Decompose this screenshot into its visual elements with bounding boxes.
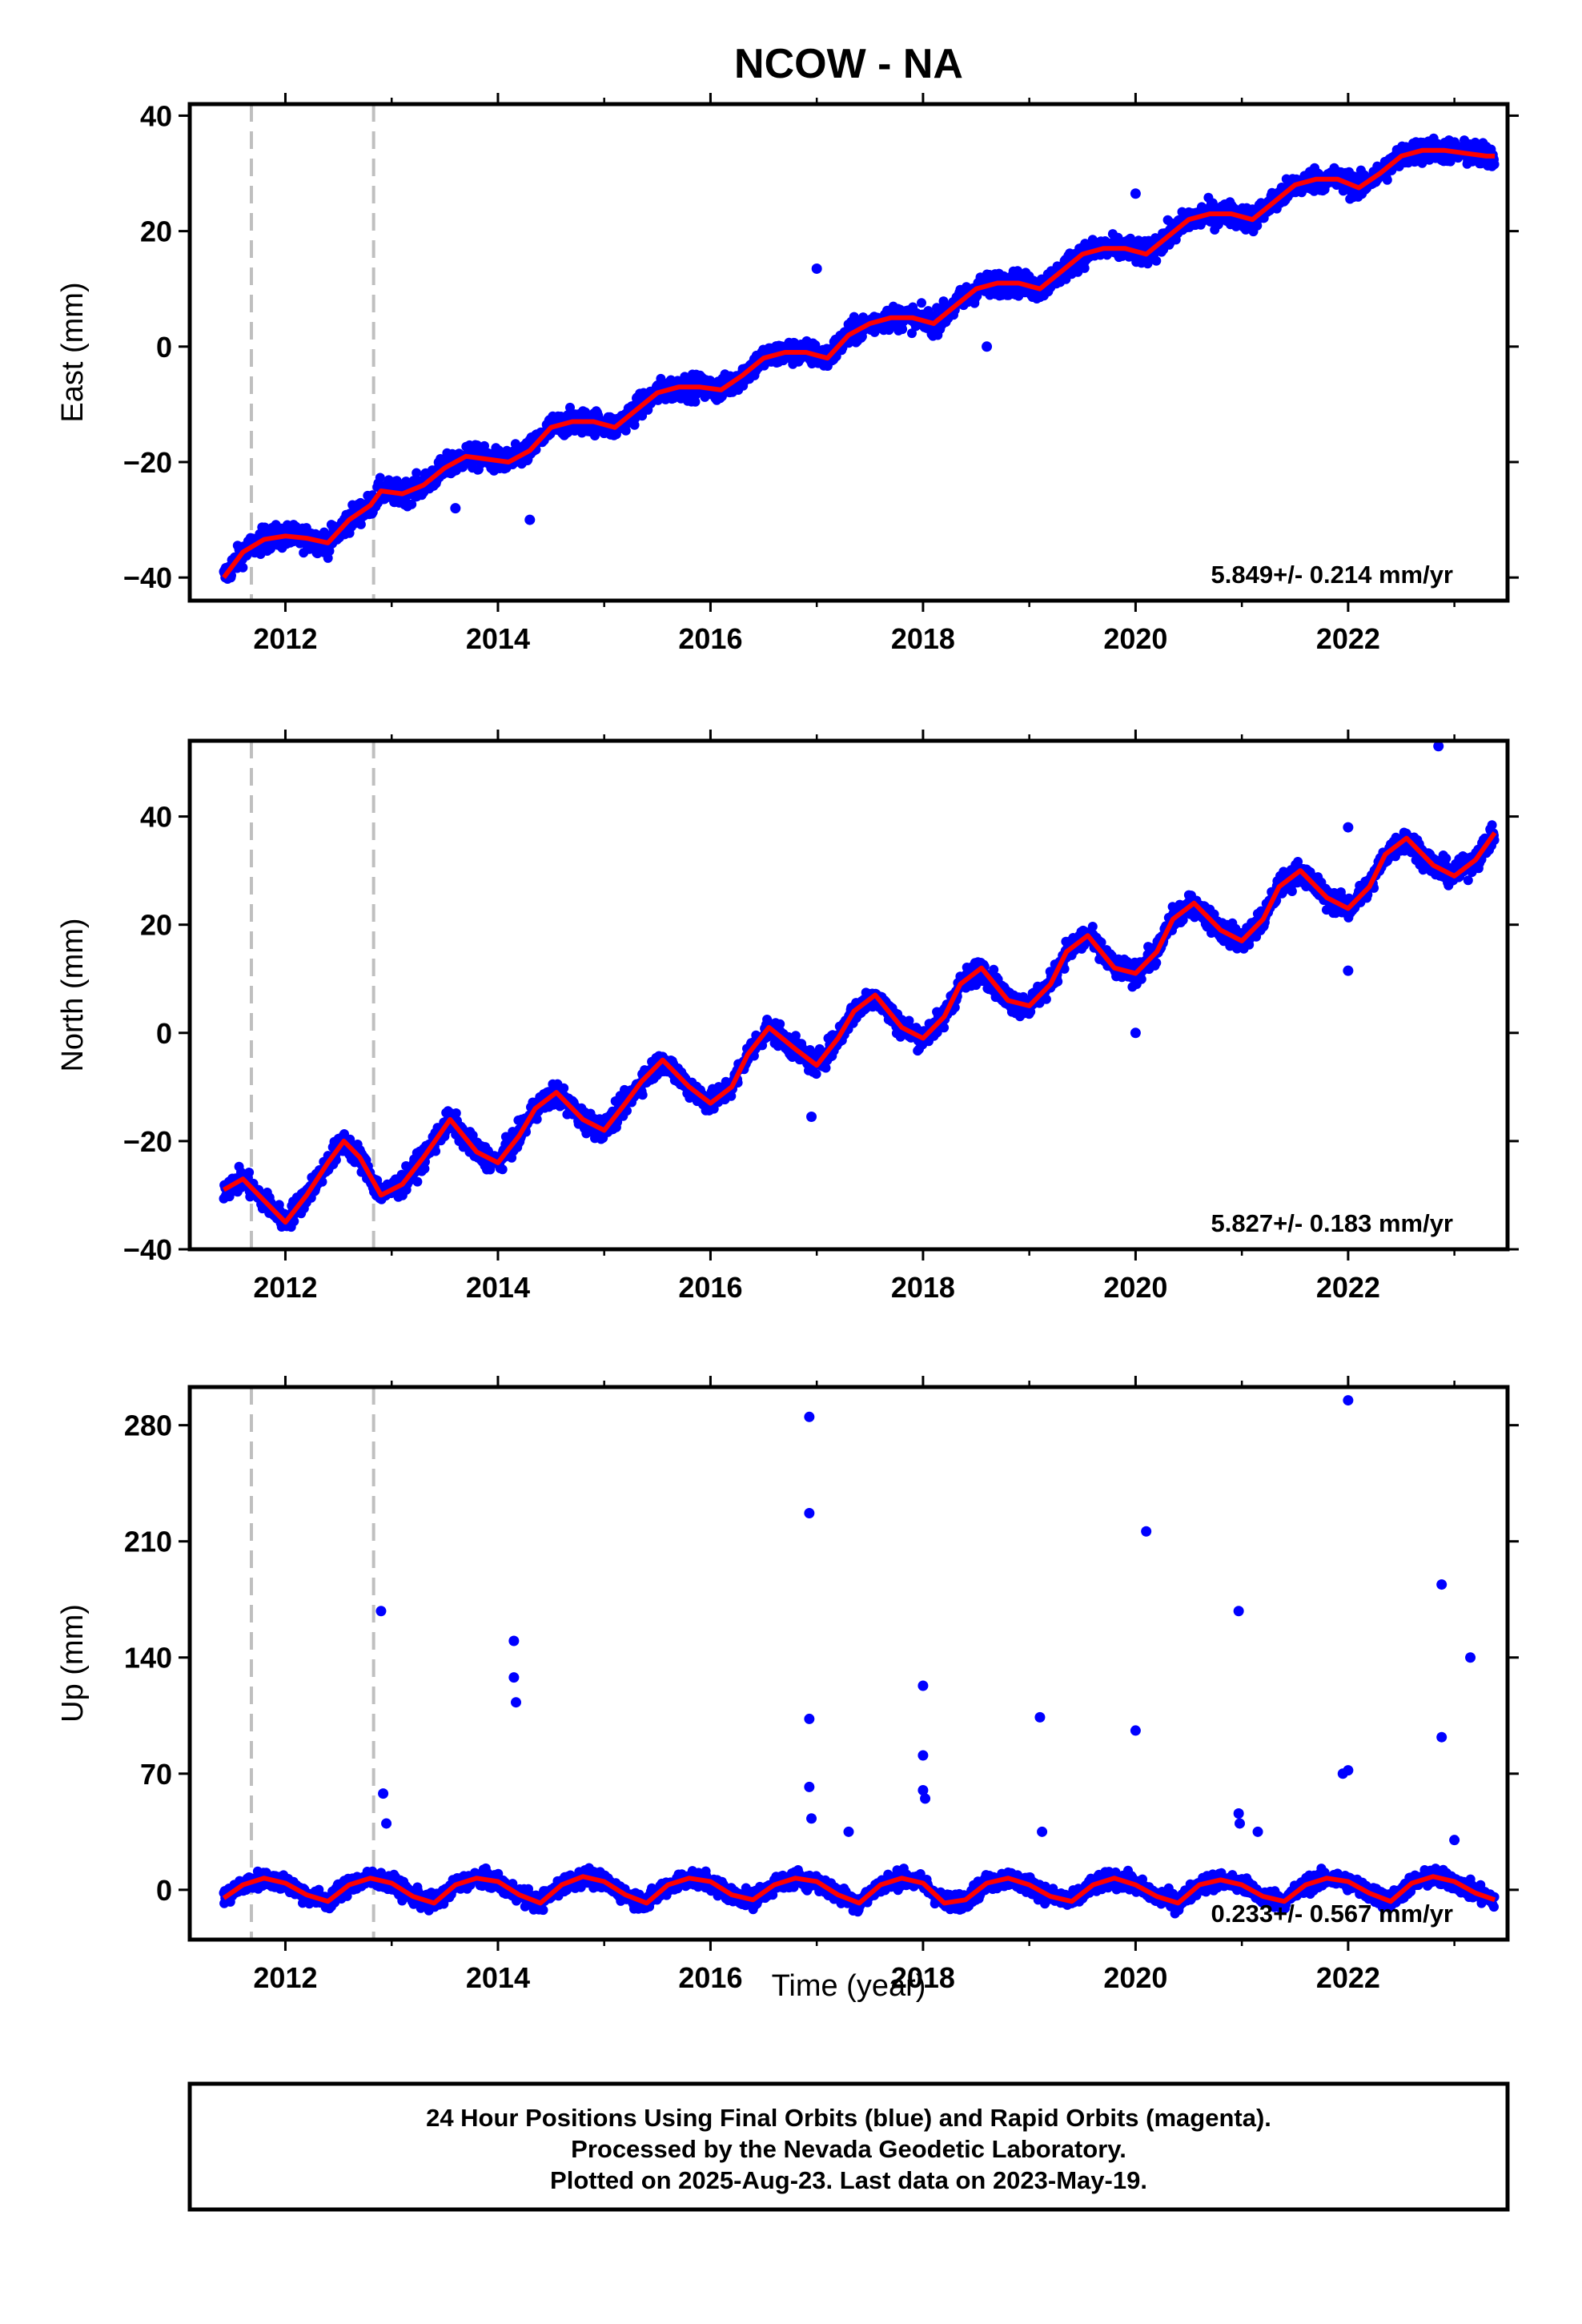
- east-xtick-label-4: 2020: [1103, 622, 1167, 655]
- east-rate-label: 5.849+/- 0.214 mm/yr: [1211, 561, 1453, 589]
- east-point-86: [259, 522, 270, 533]
- north-point-2234: [1287, 887, 1297, 896]
- east-point-393: [407, 499, 417, 509]
- east-point-2657: [1489, 159, 1500, 170]
- north-point-1950: [1151, 958, 1162, 968]
- east-point-724: [565, 402, 575, 412]
- east-point-2433: [1382, 175, 1392, 185]
- east-point-841: [620, 425, 631, 436]
- east-point-327: [375, 472, 385, 483]
- east-ytick-label-1: −20: [123, 446, 172, 479]
- east-point-986: [690, 396, 701, 407]
- east-xtick-label-0: 2012: [253, 622, 317, 655]
- east-outlier-3: [450, 503, 461, 514]
- east-y-axis-title: East (mm): [56, 282, 90, 422]
- figure-title: NCOW - NA: [734, 41, 963, 87]
- east-model-curve: [222, 147, 1496, 580]
- east-point-1318: [849, 312, 859, 322]
- east-xtick-label-3: 2018: [891, 622, 955, 655]
- east-ytick-label-4: 40: [140, 99, 172, 132]
- east-outlier-2: [982, 341, 993, 352]
- north-point-405: [412, 1176, 423, 1187]
- east-point-1459: [917, 298, 926, 308]
- east-xtick-label-1: 2014: [466, 622, 530, 655]
- east-ytick-label-0: −40: [123, 561, 172, 594]
- north-point-876: [637, 1090, 648, 1100]
- east-ytick-label-3: 20: [140, 215, 172, 248]
- north-point-1506: [939, 1023, 950, 1033]
- north-point-583: [497, 1164, 508, 1175]
- east-point-403: [412, 468, 422, 478]
- east-point-1491: [932, 303, 942, 313]
- east-point-287: [355, 519, 366, 529]
- north-panel: 2012 2014 2016 2018 2020 2022−40−2002040North…: [56, 730, 1519, 1304]
- north-point-1720: [1041, 994, 1051, 1004]
- north-point-1919: [1136, 974, 1146, 984]
- east-point-218: [323, 553, 333, 563]
- east-ytick-label-2: 0: [156, 331, 172, 364]
- east-xtick-label-5: 2022: [1316, 622, 1380, 655]
- east-outlier-0: [811, 263, 822, 274]
- east-outlier-4: [524, 514, 536, 525]
- east-xtick-label-2: 2016: [678, 622, 742, 655]
- east-outlier-1: [1130, 188, 1141, 199]
- east-panel: 2012 2014 2016 2018 2020 2022 −40 −20 0 20 40 East …: [56, 93, 1519, 655]
- east-point-1950: [1151, 255, 1162, 266]
- north-point-1239: [811, 1069, 821, 1080]
- east-point-1419: [897, 324, 908, 335]
- east-points: [219, 133, 1500, 584]
- east-point-1800: [1079, 263, 1090, 273]
- east-point-40: [238, 562, 248, 573]
- east-point-875: [637, 411, 648, 421]
- north-point-711: [559, 1083, 569, 1093]
- north-point-53: [244, 1168, 255, 1177]
